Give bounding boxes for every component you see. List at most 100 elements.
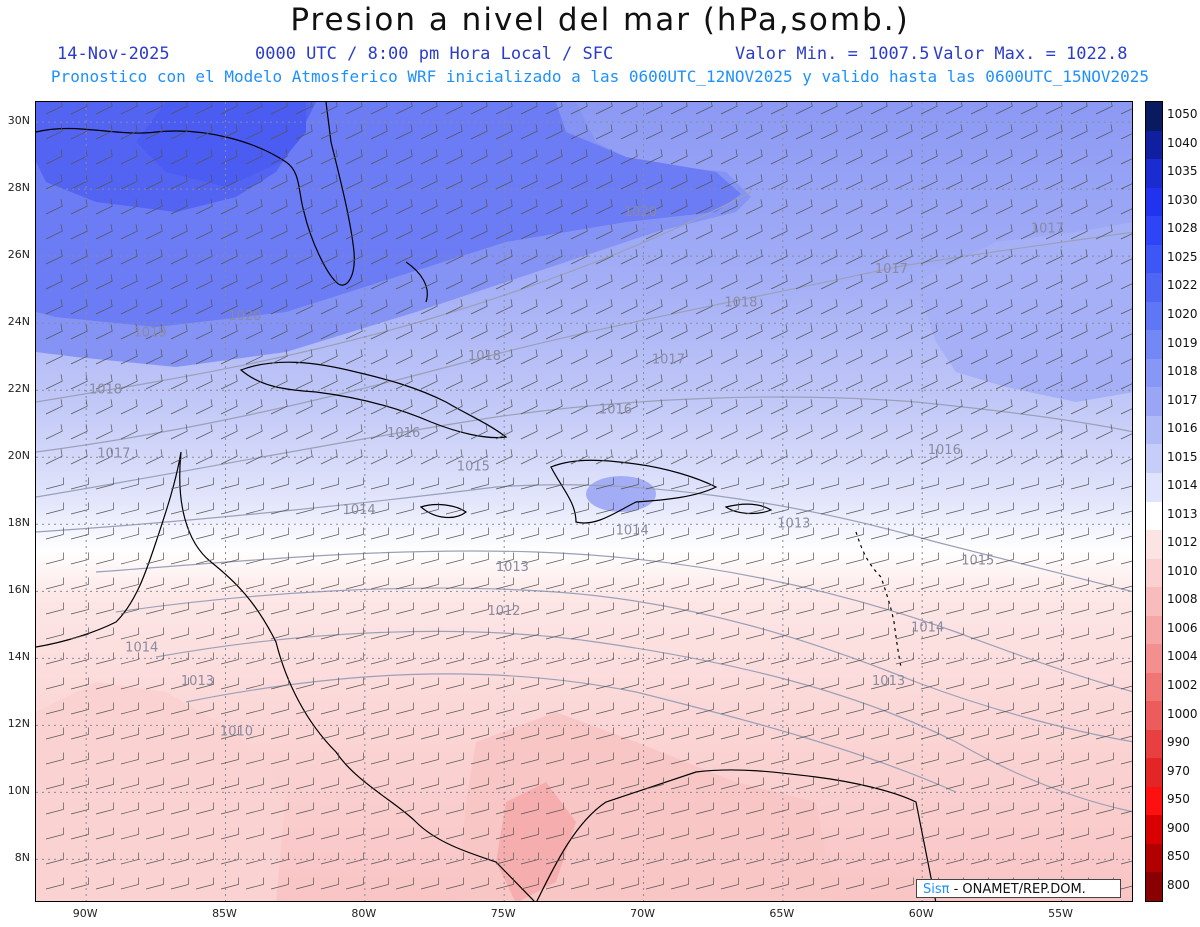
legend-label-1012: 1012 [1167, 535, 1198, 550]
contour-label: 1017 [652, 352, 685, 367]
pressure-1022-core [136, 102, 306, 187]
legend-label-1025: 1025 [1167, 249, 1198, 264]
lon-label-70W: 70W [630, 907, 655, 920]
legend-swatch-1018 [1146, 358, 1162, 388]
contour-label: 1016 [928, 443, 961, 458]
legend-swatch-1017 [1146, 387, 1162, 417]
legend-swatch-1010 [1146, 558, 1162, 588]
central-america-coast [36, 451, 535, 901]
legend-label-1000: 1000 [1167, 706, 1198, 721]
legend-label-1028: 1028 [1167, 221, 1198, 236]
legend-label-1017: 1017 [1167, 392, 1198, 407]
legend-swatch-990 [1146, 729, 1162, 759]
wind-barb-field [45, 102, 1132, 890]
color-legend [1145, 101, 1163, 902]
contour-label: 1016 [387, 426, 420, 441]
contour-label: 1015 [457, 460, 490, 475]
legend-label-1015: 1015 [1167, 449, 1198, 464]
lon-label-65W: 65W [769, 907, 795, 920]
contour-label: 1013 [777, 517, 810, 532]
hispaniola-high [586, 476, 656, 512]
pressure-map[interactable]: 1020 1020 1019 1018 1017 1018 1018 1017 1017 1017… [35, 101, 1133, 902]
legend-label-1006: 1006 [1167, 620, 1198, 635]
legend-label-1002: 1002 [1167, 677, 1198, 692]
contour-label: 1013 [496, 560, 529, 575]
lon-label-80W: 80W [351, 907, 377, 920]
legend-swatch-1014 [1146, 472, 1162, 502]
legend-label-1050: 1050 [1167, 107, 1198, 122]
contour-label: 1020 [624, 205, 657, 220]
credit-box: Sisπ - ONAMET/REP.DOM. [916, 879, 1121, 898]
lon-label-55W: 55W [1048, 907, 1073, 920]
isobars [36, 191, 1132, 813]
legend-label-800: 800 [1167, 877, 1190, 892]
legend-label-1030: 1030 [1167, 192, 1198, 207]
legend-swatch-1022 [1146, 273, 1162, 303]
lat-label-14N: 14N [7, 650, 30, 664]
hispaniola-coast [550, 459, 718, 524]
lat-label-26N: 26N [7, 248, 30, 262]
legend-swatch-1030 [1146, 187, 1162, 217]
legend-label-1018: 1018 [1167, 364, 1198, 379]
south-america-coast [536, 769, 937, 901]
graticule [36, 102, 1132, 901]
legend-label-1035: 1035 [1167, 164, 1198, 179]
legend-label-1014: 1014 [1167, 478, 1198, 493]
contour-label: 1017 [875, 262, 908, 277]
legend-swatch-1000 [1146, 701, 1162, 731]
legend-swatch-1020 [1146, 301, 1162, 331]
legend-label-1020: 1020 [1167, 307, 1198, 322]
legend-label-1040: 1040 [1167, 135, 1198, 150]
contour-label: 1020 [228, 309, 261, 324]
legend-swatch-1004 [1146, 644, 1162, 674]
max-value: Valor Max. = 1022.8 [933, 44, 1128, 64]
lat-label-12N: 12N [7, 717, 30, 731]
lat-label-24N: 24N [7, 315, 30, 329]
contour-label: 1012 [487, 604, 520, 619]
legend-label-950: 950 [1167, 792, 1190, 807]
lat-label-10N: 10N [7, 784, 30, 798]
legend-swatch-1008 [1146, 587, 1162, 617]
legend-swatch-1050 [1146, 102, 1162, 132]
lat-label-28N: 28N [7, 181, 30, 195]
legend-swatch-1025 [1146, 244, 1162, 274]
lat-label-16N: 16N [7, 583, 30, 597]
legend-label-1016: 1016 [1167, 421, 1198, 436]
wind-barbs [45, 102, 1132, 890]
forecast-date: 14-Nov-2025 [57, 44, 170, 64]
legend-swatch-1006 [1146, 615, 1162, 645]
contour-labels: 1020 1020 1019 1018 1017 1018 1018 1017 1017 1017… [89, 205, 1064, 739]
contour-label: 1014 [343, 503, 376, 518]
legend-swatch-950 [1146, 786, 1162, 816]
legend-label-990: 990 [1167, 735, 1190, 750]
legend-label-1022: 1022 [1167, 278, 1198, 293]
legend-swatch-1015 [1146, 444, 1162, 474]
valid-time: 0000 UTC / 8:00 pm Hora Local / SFC [255, 44, 614, 64]
contour-label: 1013 [181, 674, 214, 689]
map-title: Presion a nivel del mar (hPa,somb.) [290, 2, 910, 38]
model-description: Pronostico con el Modelo Atmosferico WRF… [50, 67, 1150, 86]
min-value: Valor Min. = 1007.5 [735, 44, 930, 64]
contour-label: 1018 [468, 349, 501, 364]
legend-swatch-1013 [1146, 501, 1162, 531]
lesser-antilles [855, 531, 902, 668]
jamaica-coast [419, 503, 468, 518]
puerto-rico-coast [724, 503, 773, 515]
legend-label-1008: 1008 [1167, 592, 1198, 607]
lon-label-60W: 60W [908, 907, 934, 920]
contour-label: 1014 [911, 621, 944, 636]
lon-label-85W: 85W [212, 907, 237, 920]
legend-swatch-1040 [1146, 130, 1162, 160]
legend-label-1010: 1010 [1167, 563, 1198, 578]
contour-label: 1018 [89, 383, 122, 398]
florida-coast [36, 102, 355, 286]
contour-label: 1015 [961, 554, 994, 569]
legend-label-1019: 1019 [1167, 335, 1198, 350]
contour-label: 1018 [724, 295, 757, 310]
coastlines [36, 102, 937, 901]
legend-swatch-900 [1146, 815, 1162, 845]
legend-label-1004: 1004 [1167, 649, 1198, 664]
contour-label: 1019 [134, 326, 167, 341]
bahamas-coast [405, 261, 428, 303]
cuba-coast [239, 361, 508, 439]
